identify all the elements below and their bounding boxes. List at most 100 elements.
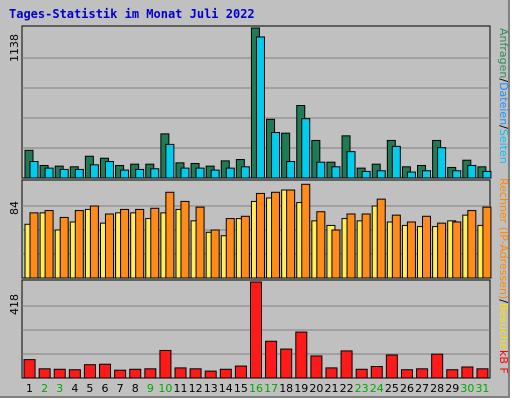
bar-rechner-day-26	[406, 221, 416, 279]
bar-dateien-day-18	[286, 161, 296, 179]
bar-dateien-day-30	[467, 164, 477, 179]
day-label-19: 19	[294, 382, 309, 395]
day-label-16: 16	[249, 382, 263, 395]
bar-rechner-day-11	[180, 200, 190, 279]
bar-dateien-day-20	[316, 161, 326, 179]
bar-kb-f-day-23	[355, 368, 368, 379]
bar-kb-f-day-11	[174, 367, 187, 379]
bar-kb-f-day-19	[295, 331, 308, 379]
day-label-28: 28	[430, 382, 445, 395]
legend-seiten: Seiten	[497, 128, 510, 164]
panel3-legend: kB F	[497, 350, 510, 374]
bar-dateien-day-6	[104, 161, 114, 179]
bar-rechner-day-14	[225, 218, 235, 279]
bar-rechner-day-19	[301, 183, 311, 279]
bar-kb-f-day-7	[114, 369, 127, 379]
day-label-29: 29	[445, 382, 460, 395]
bar-rechner-day-29	[452, 221, 462, 279]
bar-rechner-day-30	[467, 210, 477, 279]
bar-dateien-day-17	[271, 132, 281, 179]
day-label-5: 5	[86, 382, 94, 395]
bar-kb-f-day-21	[325, 367, 338, 379]
day-label-4: 4	[71, 382, 79, 395]
bar-dateien-day-12	[195, 167, 205, 179]
day-label-23: 23	[354, 382, 369, 395]
bar-dateien-day-10	[165, 143, 175, 179]
bar-dateien-day-22	[346, 151, 356, 179]
day-label-1: 1	[26, 382, 34, 395]
bar-dateien-day-14	[225, 167, 235, 179]
bar-rechner-day-24	[376, 198, 386, 279]
bar-kb-f-day-17	[265, 340, 278, 379]
day-label-31: 31	[475, 382, 490, 395]
day-label-11: 11	[173, 382, 188, 395]
bar-dateien-day-27	[422, 170, 432, 179]
bar-kb-f-day-12	[189, 368, 202, 379]
bar-kb-f-day-1	[23, 359, 36, 379]
bar-rechner-day-23	[361, 213, 371, 279]
day-label-6: 6	[101, 382, 109, 395]
bar-rechner-day-10	[165, 191, 175, 279]
bar-kb-f-day-22	[340, 350, 353, 379]
bar-rechner-day-13	[210, 229, 220, 279]
bar-kb-f-day-2	[38, 368, 51, 379]
bar-rechner-day-25	[391, 214, 401, 279]
legend-besuche: Besuche	[497, 302, 510, 350]
bar-dateien-day-3	[59, 168, 69, 179]
bar-dateien-day-19	[301, 118, 311, 179]
day-label-17: 17	[264, 382, 279, 395]
panel2-legend: Rechner (IP-Adressen)/Besuche	[497, 178, 510, 350]
day-label-24: 24	[369, 382, 384, 395]
day-label-14: 14	[218, 382, 233, 395]
bar-dateien-day-9	[150, 168, 160, 179]
bar-dateien-day-7	[120, 169, 130, 179]
bar-rechner-day-21	[331, 229, 341, 279]
day-label-15: 15	[233, 382, 248, 395]
bar-kb-f-day-10	[159, 349, 172, 379]
bar-rechner-day-27	[422, 215, 432, 279]
bar-dateien-day-13	[210, 169, 220, 179]
bar-kb-f-day-27	[416, 368, 429, 379]
bar-kb-f-day-8	[129, 368, 142, 379]
day-label-12: 12	[188, 382, 203, 395]
bar-dateien-day-24	[376, 170, 386, 179]
bar-dateien-day-1	[29, 161, 39, 179]
bar-dateien-day-4	[74, 168, 84, 179]
bar-rechner-day-8	[135, 208, 145, 279]
bar-dateien-day-21	[331, 166, 341, 179]
bar-rechner-day-28	[437, 222, 447, 279]
bar-kb-f-day-4	[68, 369, 81, 379]
bar-dateien-day-29	[452, 170, 462, 179]
bar-dateien-day-15	[240, 166, 250, 179]
day-label-3: 3	[56, 382, 64, 395]
legend-dateien: Dateien	[497, 82, 510, 126]
chart-title: Tages-Statistik im Monat Juli 2022	[9, 7, 255, 21]
bar-kb-f-day-15	[234, 365, 247, 379]
legend-kbf: kB F	[497, 350, 510, 374]
day-label-30: 30	[460, 382, 475, 395]
bar-anfragen-day-20	[311, 139, 321, 179]
day-label-8: 8	[131, 382, 139, 395]
day-label-26: 26	[399, 382, 414, 395]
bar-kb-f-day-24	[370, 366, 383, 379]
bar-dateien-day-23	[361, 170, 371, 179]
bar-kb-f-day-13	[204, 370, 217, 379]
bar-rechner-day-9	[150, 207, 160, 279]
bar-kb-f-day-28	[431, 353, 444, 379]
bar-dateien-day-11	[180, 167, 190, 179]
bar-kb-f-day-6	[99, 363, 112, 379]
bar-kb-f-day-26	[400, 369, 413, 379]
bar-dateien-day-5	[89, 164, 99, 179]
bar-kb-f-day-29	[446, 369, 459, 379]
legend-rechner: Rechner (IP-Adressen)	[497, 178, 510, 300]
bar-dateien-day-25	[391, 145, 401, 179]
day-label-18: 18	[279, 382, 294, 395]
bar-kb-f-day-25	[385, 354, 398, 379]
day-label-20: 20	[309, 382, 324, 395]
day-label-22: 22	[339, 382, 354, 395]
day-label-9: 9	[146, 382, 154, 395]
day-label-25: 25	[384, 382, 399, 395]
day-label-10: 10	[158, 382, 173, 395]
